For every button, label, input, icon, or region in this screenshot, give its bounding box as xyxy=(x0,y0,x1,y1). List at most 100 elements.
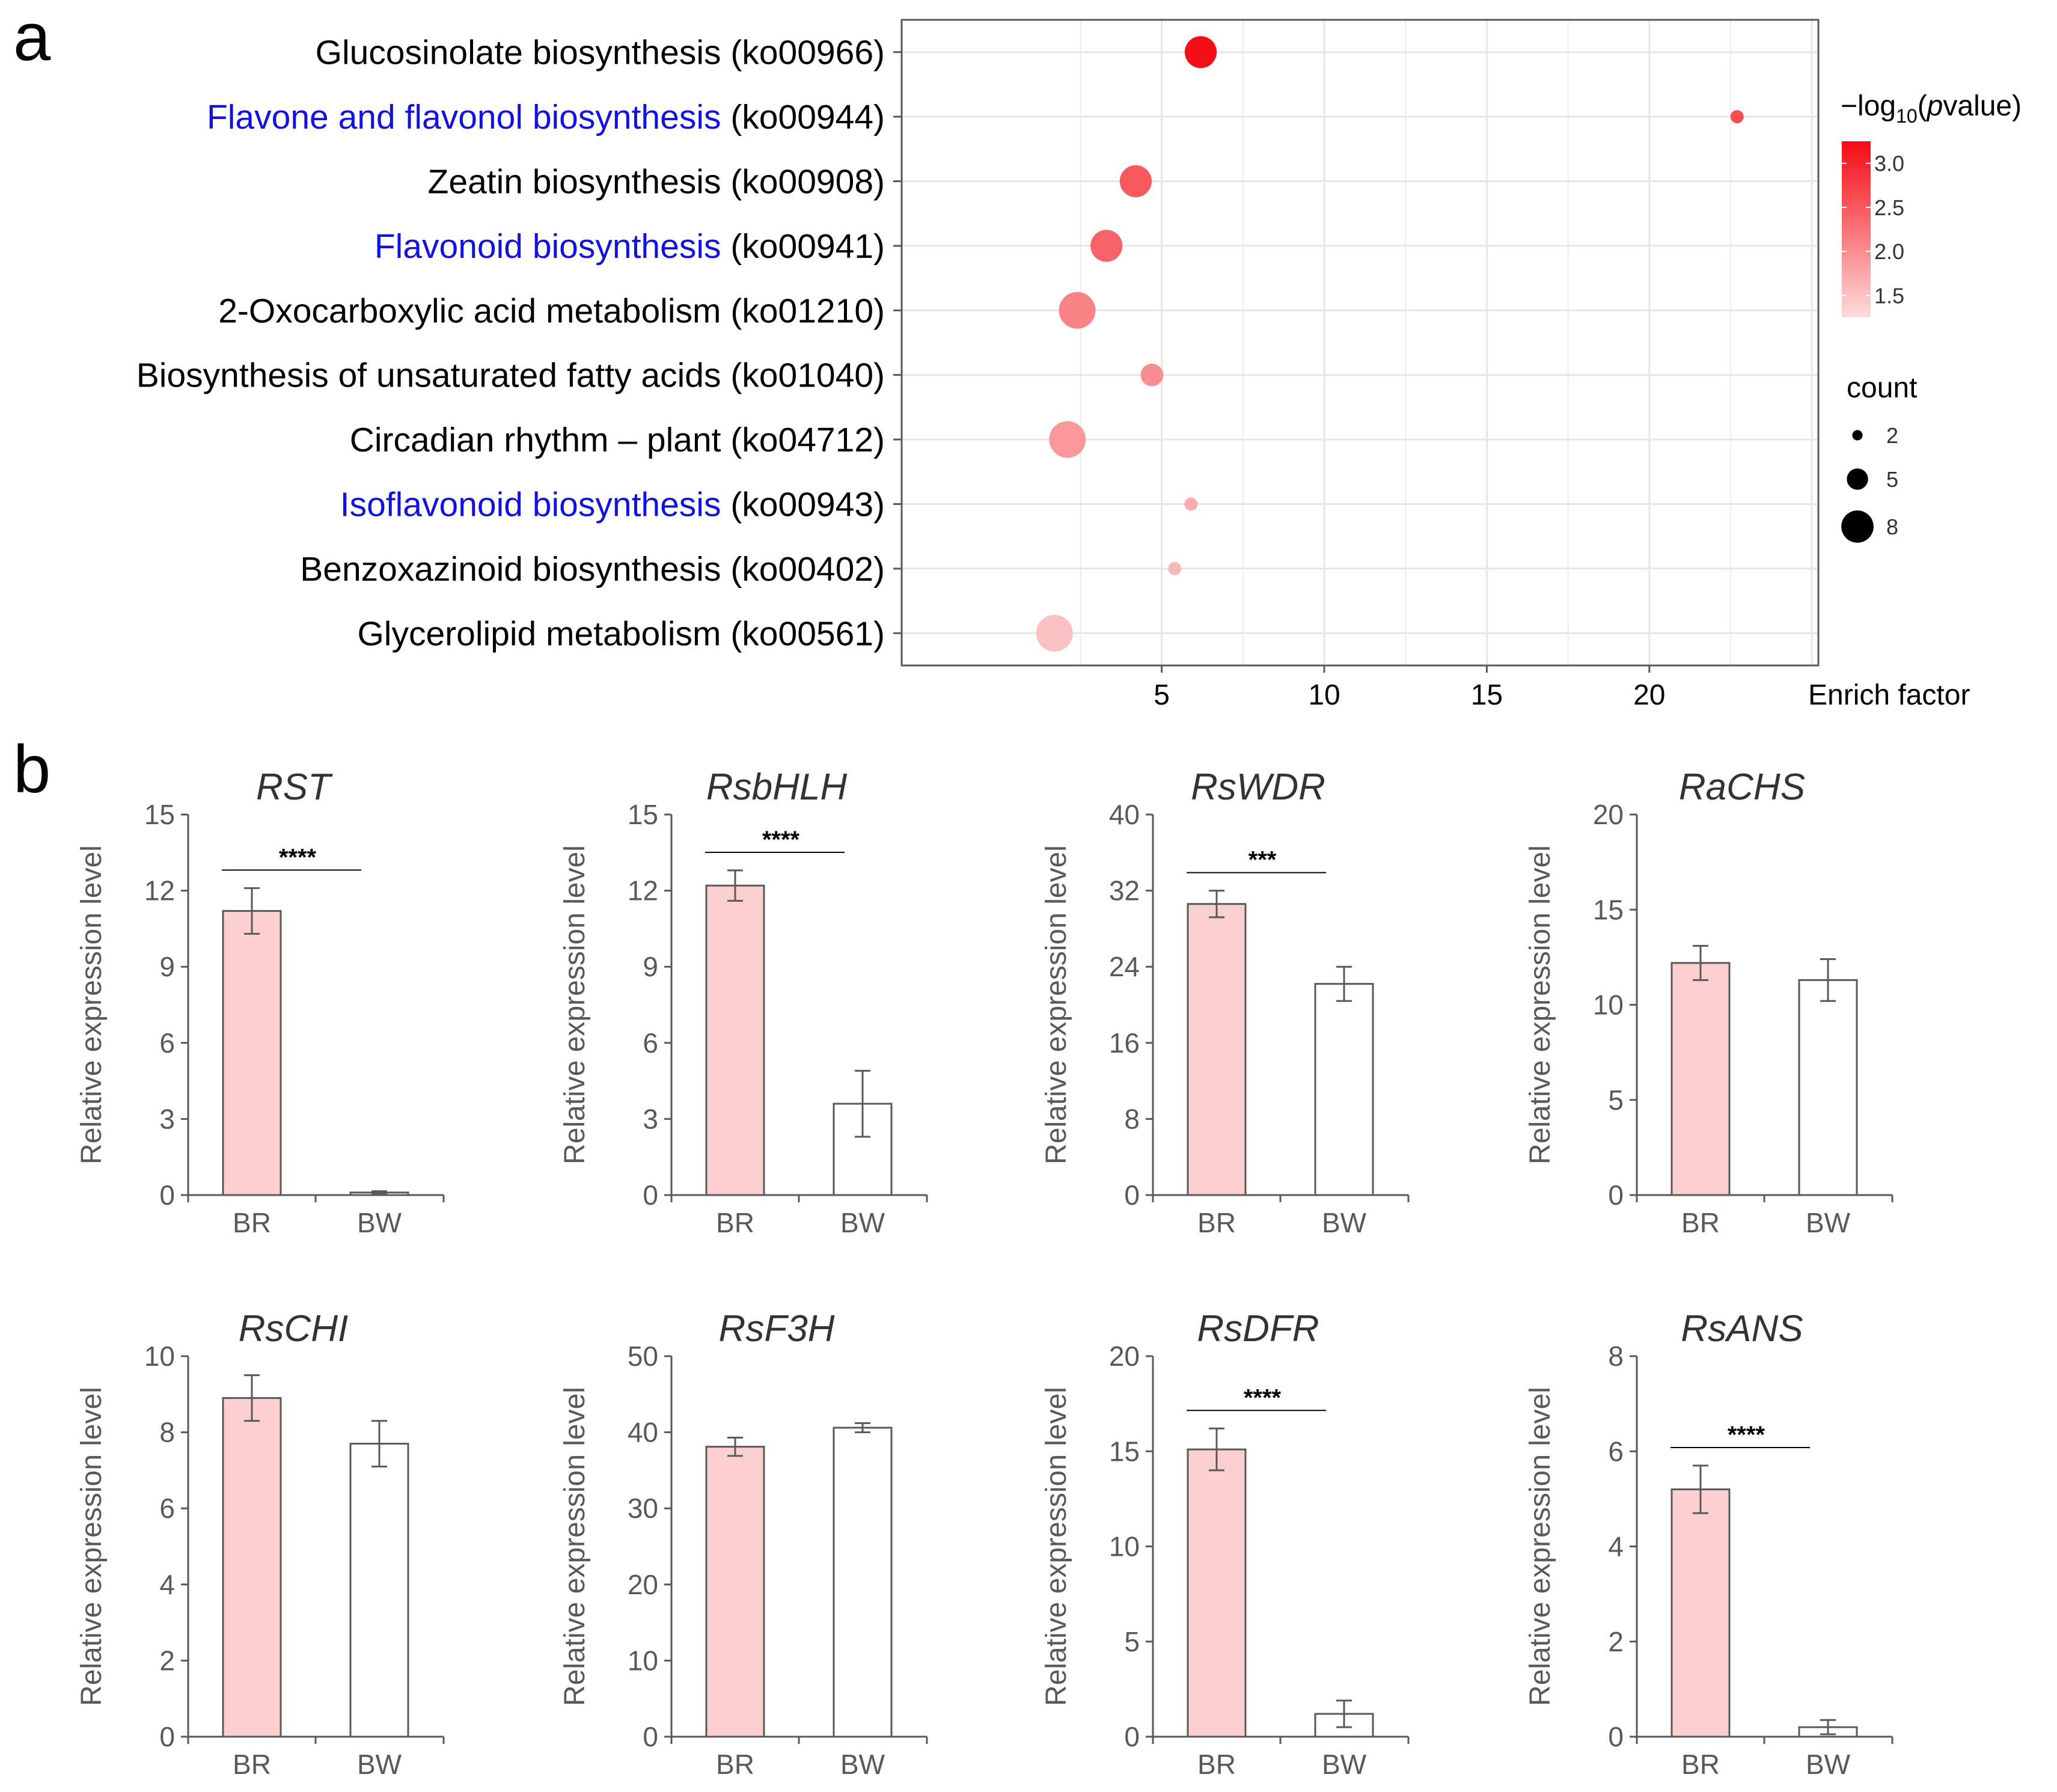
y-tick-label: 15 xyxy=(1593,894,1624,925)
pathway-name: Flavonoid biosynthesis xyxy=(374,227,721,266)
pathway-label: 2-Oxocarboxylic acid metabolism (ko01210… xyxy=(218,292,885,330)
category-label: BW xyxy=(357,1749,402,1780)
category-label: BW xyxy=(840,1207,885,1238)
panel-a-label: a xyxy=(13,0,51,75)
bar-bw xyxy=(1798,979,1858,1196)
category-label: BW xyxy=(1322,1749,1367,1780)
bar-br xyxy=(222,910,282,1196)
pathway-name: Biosynthesis of unsaturated fatty acids xyxy=(136,356,721,395)
y-axis-label: Relative expression level xyxy=(559,845,591,1164)
pathway-label-space xyxy=(721,227,730,266)
category-label: BR xyxy=(1681,1207,1720,1238)
y-tick-label: 15 xyxy=(1109,1436,1140,1467)
pathway-code: (ko01040) xyxy=(730,356,885,395)
gene-title: RsDFR xyxy=(1197,1308,1319,1350)
bubble-point xyxy=(1090,230,1123,262)
y-tick-label: 12 xyxy=(628,875,658,907)
plot-border xyxy=(900,19,1820,667)
pathway-name: Circadian rhythm – plant xyxy=(350,421,721,459)
gene-title: RsWDR xyxy=(1191,766,1325,808)
y-tick-label: 20 xyxy=(1593,799,1624,830)
y-tick-label: 10 xyxy=(1593,989,1624,1021)
y-tick-label: 4 xyxy=(159,1569,175,1600)
y-tick-label: 8 xyxy=(1608,1341,1624,1372)
bubble-point xyxy=(1140,363,1164,387)
bubble-point xyxy=(1730,110,1744,124)
y-tick-label: 3 xyxy=(159,1103,175,1134)
pathway-code: (ko00561) xyxy=(730,614,885,653)
bubble-chart: 5 10 15 20 Enrich factor Glucosinolate biosyn… xyxy=(136,19,2022,711)
y-tick-label: 4 xyxy=(1608,1531,1624,1562)
pathway-code: (ko00402) xyxy=(730,550,885,589)
color-legend-tick-label: 2.0 xyxy=(1874,239,1904,264)
y-tick-label: 10 xyxy=(1109,1531,1140,1562)
y-tick-label: 32 xyxy=(1109,875,1140,907)
x-tick-label: 10 xyxy=(1308,679,1340,711)
pathway-label: Zeatin biosynthesis (ko00908) xyxy=(428,163,885,201)
pathway-code: (ko00944) xyxy=(730,98,885,136)
category-label: BR xyxy=(716,1749,754,1780)
bar-chart-rsf3h: RsF3H Relative expression level 0 10 20 30 40 5… xyxy=(559,1308,928,1780)
color-legend-tick-label: 3.0 xyxy=(1874,151,1904,176)
size-legend-label: 5 xyxy=(1886,467,1898,492)
bar-br xyxy=(1187,903,1247,1196)
y-tick-label: 0 xyxy=(1608,1721,1624,1752)
bar-br xyxy=(222,1397,282,1738)
pathway-label-space xyxy=(721,356,730,395)
pathway-name: Benzoxazinoid biosynthesis xyxy=(300,550,721,589)
significance-stars: **** xyxy=(279,844,317,870)
y-tick-label: 5 xyxy=(1608,1084,1624,1116)
pathway-label-space xyxy=(721,614,730,653)
bar-chart-rsbhlh: RsbHLH Relative expression level 0 3 6 9 12 15 B… xyxy=(559,766,928,1238)
pathway-code: (ko00966) xyxy=(730,34,885,72)
pathway-name: Zeatin biosynthesis xyxy=(428,163,721,201)
y-tick-label: 30 xyxy=(628,1493,658,1524)
y-tick-label: 6 xyxy=(1608,1436,1624,1467)
y-tick-label: 40 xyxy=(1109,799,1140,830)
size-legend-title: count xyxy=(1847,372,1917,404)
y-tick-label: 20 xyxy=(1109,1341,1140,1372)
gene-title: RsANS xyxy=(1681,1308,1803,1350)
pathway-label: Glucosinolate biosynthesis (ko00966) xyxy=(316,34,885,72)
pathway-name: Glucosinolate biosynthesis xyxy=(316,34,721,72)
bar-chart-rst: RST Relative expression level 0 3 6 9 12 15 BR BW… xyxy=(76,766,445,1238)
pathway-label-space xyxy=(721,550,730,589)
pathway-label-space xyxy=(721,421,730,459)
bar-br xyxy=(705,1446,765,1738)
pathway-label-space xyxy=(721,98,730,136)
y-tick-label: 0 xyxy=(1124,1721,1140,1752)
category-label: BR xyxy=(1681,1749,1720,1780)
y-tick-label: 8 xyxy=(1124,1103,1140,1134)
bubble-point xyxy=(1059,292,1096,329)
y-tick-label: 6 xyxy=(643,1027,658,1059)
pathway-label: Flavone and flavonol biosynthesis (ko009… xyxy=(207,98,885,136)
y-tick-label: 0 xyxy=(643,1721,658,1752)
category-label: BW xyxy=(1806,1749,1851,1780)
gene-title: RsCHI xyxy=(239,1308,349,1350)
size-legend-dot xyxy=(1852,430,1863,441)
category-label: BR xyxy=(233,1749,271,1780)
pathway-label: Circadian rhythm – plant (ko04712) xyxy=(350,421,885,459)
y-axis-label: Relative expression level xyxy=(559,1387,591,1706)
pathway-code: (ko00941) xyxy=(730,227,885,266)
category-label: BR xyxy=(1197,1207,1236,1238)
x-tick-label: 15 xyxy=(1471,679,1503,711)
y-tick-label: 6 xyxy=(159,1027,175,1059)
category-label: BR xyxy=(716,1207,754,1238)
bar-br xyxy=(1670,1488,1731,1738)
category-label: BR xyxy=(1197,1749,1236,1780)
y-tick-label: 50 xyxy=(628,1341,658,1372)
y-tick-label: 12 xyxy=(144,875,175,907)
pathway-name: Glycerolipid metabolism xyxy=(357,614,721,653)
legend-title-open: ( xyxy=(1918,90,1927,122)
category-label: BR xyxy=(233,1207,271,1238)
pathway-label: Flavonoid biosynthesis (ko00941) xyxy=(374,227,885,266)
y-tick-label: 0 xyxy=(1608,1179,1624,1211)
bubble-point xyxy=(1036,614,1073,652)
size-legend-dot xyxy=(1841,510,1874,543)
bar-chart-rschi: RsCHI Relative expression level 0 2 4 6 8 10 BR B… xyxy=(76,1308,445,1780)
y-tick-label: 20 xyxy=(628,1569,658,1600)
size-legend-dot xyxy=(1847,468,1868,490)
y-tick-label: 10 xyxy=(628,1645,658,1676)
